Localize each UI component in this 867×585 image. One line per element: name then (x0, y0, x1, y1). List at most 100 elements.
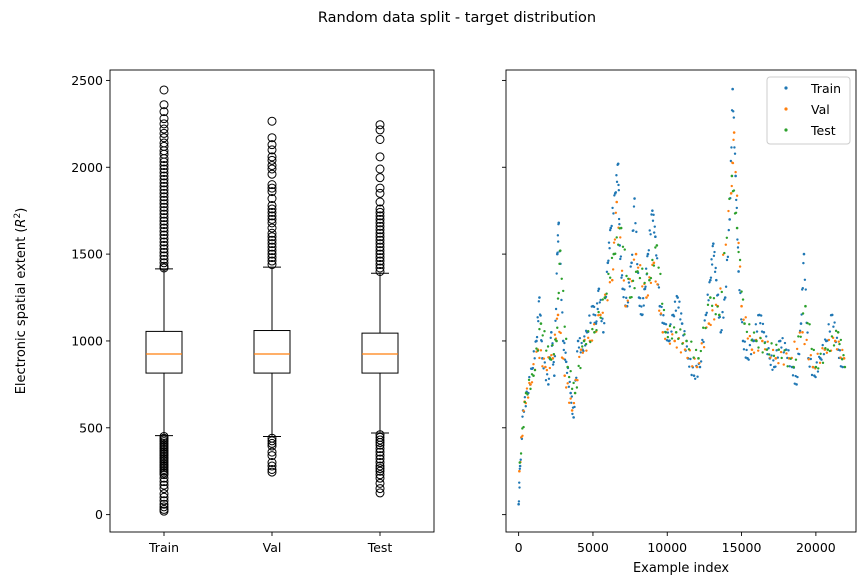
scatter-point (716, 293, 720, 296)
outlier-point (267, 253, 277, 263)
scatter-point (632, 258, 636, 261)
scatter-point (539, 322, 543, 325)
outlier-point (159, 154, 169, 164)
scatter-point (748, 334, 752, 338)
scatter-point (523, 400, 527, 404)
scatter-point (818, 361, 822, 365)
scatter-point (759, 322, 762, 325)
scatter-point (617, 183, 620, 187)
scatter-point (736, 246, 740, 249)
scatter-point (541, 365, 544, 368)
scatter-point (762, 330, 766, 334)
scatter-point (626, 299, 629, 302)
scatter-point (716, 305, 719, 308)
scatter-point (532, 350, 535, 353)
scatter-point (748, 323, 751, 326)
box-ytick-label: 1000 (71, 333, 103, 348)
scatter-point (717, 313, 721, 317)
scatter-point (553, 374, 556, 377)
outlier-point (159, 263, 169, 273)
scatter-point (611, 268, 615, 271)
outlier-point (375, 125, 385, 135)
scatter-point (737, 270, 740, 273)
scatter-point (801, 312, 805, 315)
scatter-point (746, 337, 750, 340)
box-iqr (145, 330, 183, 374)
outlier-point (159, 470, 169, 480)
scatter-point (724, 243, 728, 246)
scatter-point (713, 270, 717, 274)
scatter-point (523, 396, 527, 399)
scatter-point (690, 373, 693, 377)
scatter-point (517, 502, 520, 506)
scatter-point (798, 352, 801, 356)
scatter-point (575, 386, 579, 389)
scatter-point (819, 352, 822, 355)
scatter-point (754, 323, 758, 326)
scatter-point (675, 346, 678, 349)
outlier-point (375, 266, 385, 276)
scatter-point (629, 265, 632, 268)
scatter-point (602, 330, 605, 334)
outlier-point (375, 239, 385, 249)
outlier-point (159, 477, 169, 487)
scatter-point (536, 316, 539, 319)
ylabel-suffix: ) (14, 208, 29, 213)
box-plot-panel: 0 500 1000 1500 2000 2500 Train Val Test Electr… (13, 69, 435, 555)
scatter-point (689, 357, 692, 361)
scatter-point (713, 318, 716, 321)
scatter-point (782, 351, 785, 354)
scatter-point (605, 270, 609, 274)
scatter-point (589, 340, 592, 344)
scatter-point (740, 290, 743, 293)
scatter-point (702, 326, 705, 329)
scatter-point (535, 347, 538, 350)
scatter-point (658, 309, 661, 312)
scatter-point (663, 337, 667, 341)
scatter-point (577, 346, 581, 349)
scatter-point (714, 266, 717, 270)
legend-marker-val (784, 107, 788, 111)
box-ytick-label: 2500 (71, 73, 103, 88)
scatter-point (842, 357, 846, 360)
legend-marker-train (784, 86, 788, 90)
scatter-xtick-label: 20000 (796, 540, 836, 555)
scatter-point (518, 467, 522, 470)
scatter-point (733, 152, 737, 155)
outlier-point (267, 242, 277, 252)
outlier-point (267, 155, 277, 165)
outlier-point (375, 438, 385, 448)
scatter-point (672, 315, 676, 318)
scatter-point (794, 358, 798, 361)
scatter-point (532, 363, 535, 366)
scatter-point (633, 197, 636, 200)
scatter-point (636, 270, 639, 273)
outlier-point (375, 188, 385, 198)
scatter-point (609, 226, 613, 230)
scatter-point (608, 276, 612, 279)
outlier-point (159, 223, 169, 233)
scatter-point (619, 226, 623, 230)
scatter-point (743, 322, 746, 325)
scatter-point (569, 391, 572, 395)
outlier-point (267, 164, 277, 174)
scatter-point (763, 341, 766, 345)
scatter-point (623, 248, 626, 251)
scatter-point (787, 349, 790, 352)
scatter-point (592, 305, 596, 309)
scatter-point (581, 345, 584, 348)
scatter-point (559, 331, 562, 335)
scatter-point (781, 336, 784, 340)
scatter-point (545, 373, 549, 376)
scatter-point (799, 335, 802, 338)
outlier-point (375, 458, 385, 468)
scatter-point (666, 331, 670, 334)
scatter-point (837, 340, 840, 343)
scatter-point (668, 324, 672, 328)
scatter-point (528, 375, 531, 379)
series-train (517, 87, 844, 506)
scatter-point (699, 349, 703, 353)
scatter-point (834, 329, 838, 333)
scatter-point (671, 333, 674, 336)
outlier-point (375, 478, 385, 488)
